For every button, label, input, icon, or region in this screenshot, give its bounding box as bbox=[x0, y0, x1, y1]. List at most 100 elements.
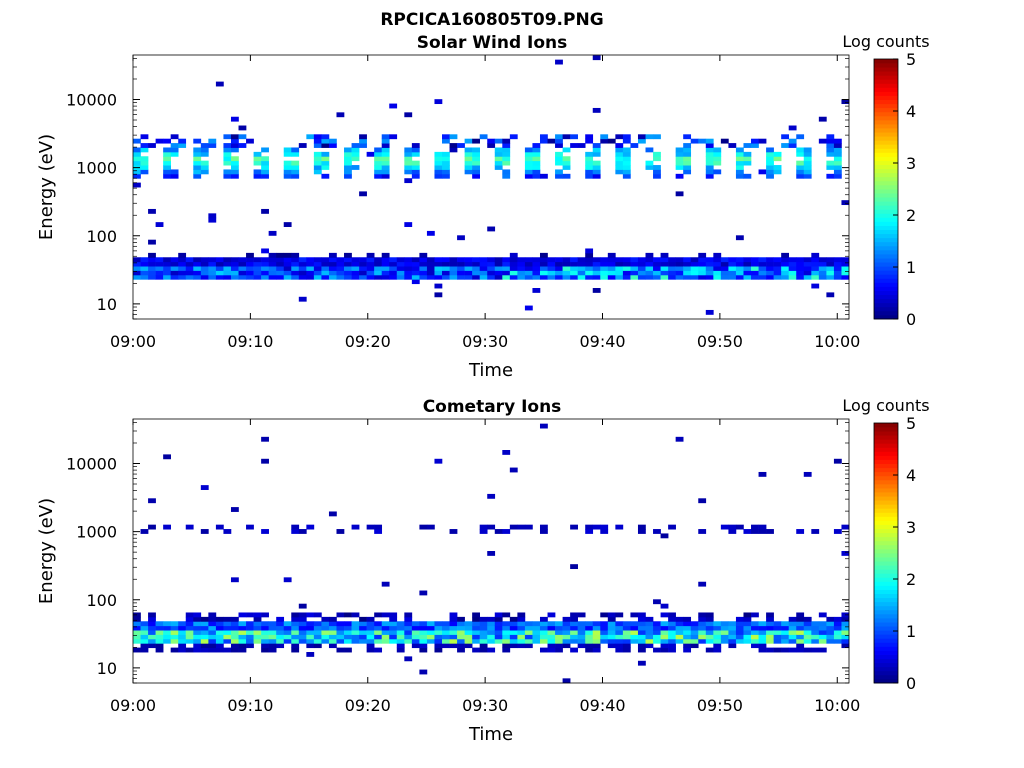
spectrogram-cell bbox=[449, 643, 458, 649]
spectrogram-cell bbox=[133, 266, 141, 271]
spectrogram-cell bbox=[555, 160, 563, 166]
spectrogram-cell bbox=[321, 266, 330, 271]
spectrogram-cell bbox=[705, 309, 714, 315]
spectrogram-cell bbox=[766, 156, 774, 162]
spectrogram-cell bbox=[411, 147, 420, 153]
spectrogram-cell bbox=[751, 270, 759, 276]
spectrogram-cell bbox=[426, 257, 435, 263]
spectrogram-cell bbox=[313, 138, 322, 144]
spectrogram-cell bbox=[426, 261, 435, 267]
spectrogram-cell bbox=[457, 638, 465, 644]
spectrogram-cell bbox=[622, 647, 631, 653]
spectrogram-cell bbox=[328, 143, 337, 148]
spectrogram-cell bbox=[668, 638, 676, 644]
spectrogram-cell bbox=[592, 169, 601, 175]
spectrogram-cell bbox=[660, 625, 669, 631]
spectrogram-cell bbox=[344, 638, 352, 644]
spectrogram-cell bbox=[524, 638, 533, 644]
colorbar-segment bbox=[874, 67, 898, 72]
spectrogram-cell bbox=[479, 625, 488, 631]
spectrogram-cell bbox=[668, 524, 676, 530]
spectrogram-cell bbox=[193, 612, 202, 618]
spectrogram-cell bbox=[223, 160, 232, 166]
spectrogram-cell bbox=[434, 169, 443, 175]
spectrogram-cell bbox=[645, 147, 654, 153]
spectrogram-cell bbox=[223, 266, 232, 271]
spectrogram-cell bbox=[637, 621, 646, 627]
spectrogram-cell bbox=[155, 638, 164, 644]
spectrogram-cell bbox=[223, 147, 232, 153]
spectrogram-cell bbox=[170, 169, 179, 175]
spectrogram-cell bbox=[509, 270, 518, 276]
spectrogram-cell bbox=[268, 647, 277, 653]
x-axis-label: Time bbox=[468, 360, 513, 381]
colorbar-segment bbox=[874, 274, 898, 279]
spectrogram-cell bbox=[592, 107, 601, 113]
spectrogram-cell bbox=[487, 226, 496, 232]
spectrogram-cell bbox=[215, 647, 224, 653]
spectrogram-cell bbox=[411, 257, 420, 263]
spectrogram-cell bbox=[261, 630, 269, 635]
spectrogram-cell bbox=[434, 270, 443, 276]
spectrogram-cell bbox=[645, 274, 654, 280]
x-tick-label: 09:00 bbox=[110, 332, 156, 351]
spectrogram-cell bbox=[705, 138, 714, 144]
spectrogram-cell bbox=[193, 630, 202, 635]
spectrogram-cell bbox=[735, 257, 744, 263]
spectrogram-cell bbox=[253, 638, 262, 644]
spectrogram-cell bbox=[705, 151, 714, 157]
spectrogram-cell bbox=[803, 257, 812, 263]
spectrogram-cell bbox=[796, 266, 805, 271]
spectrogram-cell bbox=[246, 138, 254, 144]
spectrogram-cell bbox=[773, 630, 782, 635]
spectrogram-cell bbox=[811, 266, 820, 271]
spectrogram-cell bbox=[442, 169, 450, 175]
spectrogram-cell bbox=[298, 270, 307, 276]
y-tick-label: 1000 bbox=[76, 523, 117, 542]
spectrogram-cell bbox=[193, 257, 202, 263]
spectrogram-cell bbox=[321, 630, 330, 635]
spectrogram-cell bbox=[178, 630, 187, 635]
spectrogram-cell bbox=[487, 625, 496, 631]
spectrogram-cell bbox=[449, 147, 458, 153]
spectrogram-cell bbox=[215, 638, 224, 644]
spectrogram-cell bbox=[411, 165, 420, 170]
spectrogram-cell bbox=[449, 143, 458, 148]
spectrogram-cell bbox=[766, 261, 774, 267]
spectrogram-cell bbox=[735, 274, 744, 280]
spectrogram-cell bbox=[698, 612, 707, 618]
spectrogram-cell bbox=[592, 270, 601, 276]
spectrogram-cell bbox=[140, 160, 149, 166]
spectrogram-cell bbox=[442, 621, 450, 627]
spectrogram-cell bbox=[419, 266, 428, 271]
spectrogram-cell bbox=[690, 266, 699, 271]
spectrogram-cell bbox=[532, 288, 541, 293]
spectrogram-cell bbox=[170, 266, 179, 271]
spectrogram-cell bbox=[818, 621, 827, 627]
spectrogram-cell bbox=[426, 230, 435, 236]
spectrogram-cell bbox=[675, 191, 684, 197]
spectrogram-cell bbox=[570, 564, 578, 570]
spectrogram-cell bbox=[705, 634, 714, 640]
spectrogram-cell bbox=[170, 143, 179, 148]
spectrogram-cell bbox=[758, 647, 767, 653]
spectrogram-cell bbox=[577, 638, 586, 644]
spectrogram-cell bbox=[660, 621, 669, 627]
colorbar-segment bbox=[874, 508, 898, 513]
spectrogram-cell bbox=[615, 634, 624, 640]
spectrogram-cell bbox=[494, 160, 503, 166]
spectrogram-cell bbox=[570, 524, 578, 530]
spectrogram-cell bbox=[562, 165, 571, 170]
spectrogram-cell bbox=[547, 257, 556, 263]
spectrogram-cell bbox=[449, 625, 458, 631]
spectrogram-cell bbox=[344, 621, 352, 627]
spectrogram-cell bbox=[170, 274, 179, 280]
spectrogram-cell bbox=[283, 173, 292, 179]
spectrogram-cell bbox=[208, 625, 217, 631]
spectrogram-cell bbox=[788, 616, 797, 622]
spectrogram-cell bbox=[457, 261, 465, 267]
spectrogram-cell bbox=[555, 270, 563, 276]
spectrogram-cell bbox=[163, 257, 171, 263]
colorbar-segment bbox=[874, 262, 898, 267]
spectrogram-cell bbox=[532, 151, 541, 157]
